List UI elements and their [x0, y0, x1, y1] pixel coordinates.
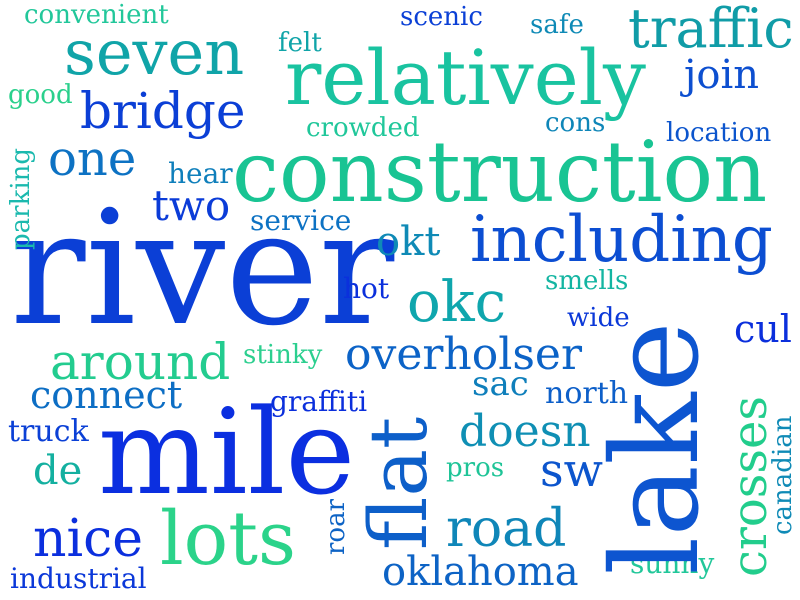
word-including: including — [470, 203, 773, 277]
word-scenic: scenic — [400, 2, 483, 32]
word-graffiti: graffiti — [270, 385, 368, 418]
word-seven: seven — [64, 16, 245, 89]
word-one: one — [48, 131, 137, 187]
word-hot: hot — [343, 272, 390, 305]
word-truck: truck — [8, 414, 89, 449]
word-relatively: relatively — [285, 33, 646, 122]
word-overholser: overholser — [345, 329, 582, 380]
word-sac: sac — [472, 364, 529, 404]
word-good: good — [8, 80, 73, 110]
word-industrial: industrial — [10, 562, 147, 595]
word-bridge: bridge — [80, 82, 246, 140]
word-crowded: crowded — [306, 113, 420, 143]
word-wide: wide — [567, 303, 630, 333]
word-stinky: stinky — [243, 340, 323, 370]
word-sunny: sunny — [630, 547, 715, 580]
word-parking: parking — [6, 147, 36, 250]
word-felt: felt — [278, 28, 322, 58]
word-hear: hear — [168, 157, 233, 190]
word-roar: roar — [321, 498, 351, 555]
word-two: two — [152, 181, 231, 230]
word-canadian: canadian — [768, 415, 798, 535]
word-cons: cons — [545, 108, 606, 138]
word-location: location — [666, 118, 772, 148]
word-river: river — [10, 177, 395, 361]
word-road: road — [446, 499, 567, 559]
word-smells: smells — [545, 266, 629, 296]
word-doesn: doesn — [459, 406, 591, 457]
word-construction: construction — [232, 123, 768, 221]
word-pros: pros — [446, 453, 505, 483]
word-safe: safe — [530, 10, 584, 40]
word-around: around — [50, 333, 231, 391]
word-okt: okt — [376, 219, 441, 265]
word-north: north — [545, 376, 629, 411]
word-service: service — [250, 204, 352, 237]
word-traffic: traffic — [628, 0, 794, 60]
word-crosses: crosses — [722, 395, 778, 577]
word-nice: nice — [33, 509, 144, 569]
word-cul: cul — [734, 307, 792, 351]
word-okc: okc — [407, 270, 507, 335]
word-lots: lots — [160, 496, 296, 582]
word-lake: lake — [587, 321, 726, 575]
word-convenient: convenient — [24, 0, 169, 30]
word-mile: mile — [98, 383, 356, 521]
word-de: de — [33, 448, 83, 494]
word-join: join — [684, 52, 760, 98]
word-oklahoma: oklahoma — [382, 549, 579, 595]
word-sw: sw — [540, 443, 603, 497]
word-connect: connect — [30, 373, 183, 417]
word-flat: flat — [352, 416, 445, 550]
